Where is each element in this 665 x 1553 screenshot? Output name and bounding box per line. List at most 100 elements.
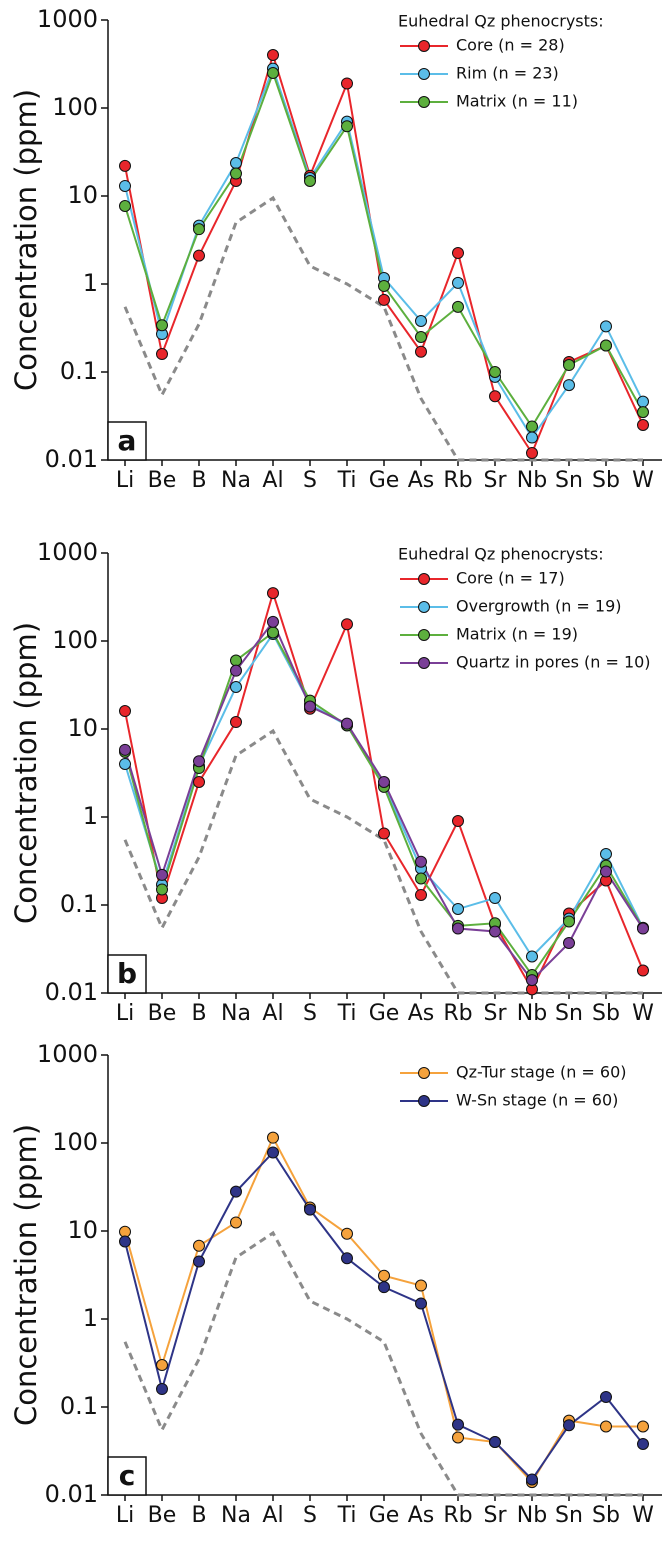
data-point — [452, 922, 464, 935]
data-point — [156, 1383, 168, 1396]
data-point — [563, 936, 575, 949]
x-tick-label: Nb — [517, 1503, 547, 1528]
y-tick-label: 10 — [67, 181, 98, 209]
data-point — [378, 293, 390, 306]
panel-label-box — [107, 421, 147, 461]
data-point — [341, 1227, 353, 1240]
data-point — [489, 1436, 501, 1449]
x-tick-label: W — [632, 1001, 654, 1026]
y-tick-label: 1000 — [37, 538, 98, 566]
data-point — [193, 1255, 205, 1268]
legend-marker — [418, 1095, 430, 1107]
data-point — [267, 49, 279, 62]
data-point — [452, 276, 464, 289]
x-tick-label: Na — [221, 1001, 251, 1026]
data-point — [341, 717, 353, 730]
data-point — [156, 868, 168, 881]
data-point — [415, 1297, 427, 1310]
data-point — [119, 179, 131, 192]
y-tick-label: 0.1 — [60, 357, 98, 385]
data-point — [119, 743, 131, 756]
data-point — [378, 775, 390, 788]
data-point — [378, 1281, 390, 1294]
data-point — [415, 888, 427, 901]
x-tick-label: Li — [116, 1503, 134, 1528]
data-point — [600, 339, 612, 352]
data-point — [193, 249, 205, 262]
legend-marker — [418, 573, 430, 585]
x-tick-label: Be — [148, 468, 177, 493]
x-tick-label: Li — [116, 1001, 134, 1026]
data-point — [489, 925, 501, 938]
data-point — [415, 314, 427, 327]
data-point — [267, 587, 279, 600]
data-point — [526, 974, 538, 987]
x-tick-label: W — [632, 1503, 654, 1528]
x-tick-label: Ti — [337, 468, 357, 493]
legend-marker — [418, 657, 430, 669]
data-point — [341, 1252, 353, 1265]
data-point — [119, 159, 131, 172]
x-tick-label: Sn — [555, 468, 583, 493]
data-point — [230, 681, 242, 694]
y-tick-label: 1 — [83, 802, 98, 830]
data-point — [193, 755, 205, 768]
data-point — [119, 758, 131, 771]
y-tick-label: 1 — [83, 1304, 98, 1332]
data-point — [637, 964, 649, 977]
data-point — [230, 716, 242, 729]
data-point — [341, 77, 353, 90]
data-point — [267, 615, 279, 628]
legend-marker — [418, 40, 430, 52]
y-tick-label: 1000 — [37, 5, 98, 33]
x-tick-label: As — [408, 1503, 435, 1528]
data-point — [563, 1419, 575, 1432]
data-point — [230, 664, 242, 677]
x-tick-label: Sb — [592, 1503, 620, 1528]
legend-title: Euhedral Qz phenocrysts: — [398, 545, 604, 564]
legend-label: Core (n = 17) — [456, 569, 565, 588]
legend-marker — [418, 1067, 430, 1079]
data-point — [267, 66, 279, 79]
y-axis-label: Concentration (ppm) — [9, 622, 43, 924]
data-point — [452, 903, 464, 916]
x-tick-label: B — [191, 1503, 206, 1528]
legend-label: W-Sn stage (n = 60) — [456, 1091, 618, 1110]
legend-label: Matrix (n = 19) — [456, 625, 578, 644]
data-point — [526, 1473, 538, 1486]
data-point — [563, 915, 575, 928]
data-point — [304, 700, 316, 713]
data-point — [193, 775, 205, 788]
y-tick-label: 100 — [52, 93, 98, 121]
x-tick-label: Na — [221, 1503, 251, 1528]
x-tick-label: Ti — [337, 1001, 357, 1026]
x-tick-label: Rb — [443, 468, 472, 493]
series-line — [124, 632, 644, 959]
legend-label: Overgrowth (n = 19) — [456, 597, 622, 616]
y-tick-label: 100 — [52, 1128, 98, 1156]
x-tick-label: Sr — [483, 468, 507, 493]
legend-label: Matrix (n = 11) — [456, 92, 578, 111]
x-tick-label: As — [408, 1001, 435, 1026]
x-tick-label: B — [191, 468, 206, 493]
legend-label: Core (n = 28) — [456, 36, 565, 55]
data-point — [267, 1131, 279, 1144]
x-tick-label: Be — [148, 1503, 177, 1528]
data-point — [230, 654, 242, 667]
data-point — [452, 1418, 464, 1431]
x-tick-label: W — [632, 468, 654, 493]
y-axis-label: Concentration (ppm) — [9, 89, 43, 391]
x-tick-label: B — [191, 1001, 206, 1026]
y-tick-label: 100 — [52, 626, 98, 654]
data-point — [267, 626, 279, 639]
data-point — [230, 1216, 242, 1229]
legend-marker — [418, 629, 430, 641]
panel-label: a — [118, 424, 137, 457]
panel: 1000 100 10 1 0.1 0.01 Li Be B Na Al S Ti Ge As Rb Sr Nb S… — [9, 1040, 662, 1528]
data-point — [415, 345, 427, 358]
x-tick-label: Be — [148, 1001, 177, 1026]
panel-label: b — [117, 957, 137, 990]
data-point — [156, 348, 168, 361]
data-point — [452, 1431, 464, 1444]
